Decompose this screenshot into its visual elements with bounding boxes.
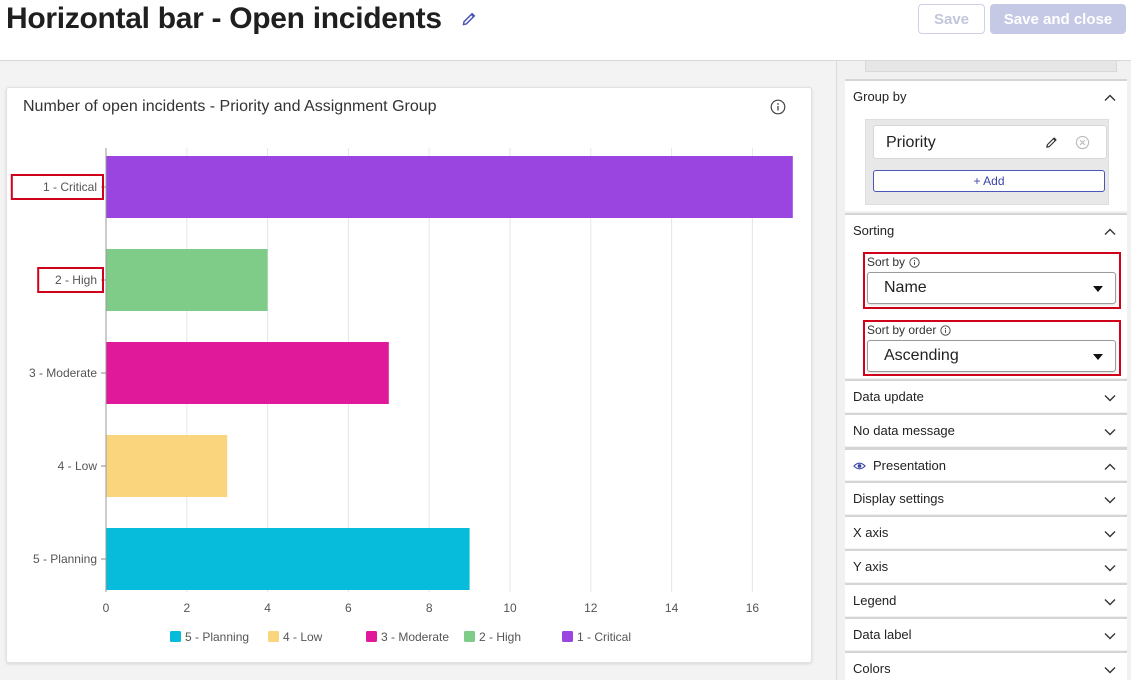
- sort-order-select[interactable]: Ascending: [867, 340, 1116, 372]
- info-icon[interactable]: [770, 99, 786, 115]
- sort-order-value: Ascending: [884, 347, 959, 364]
- legend-swatch: [562, 631, 573, 642]
- x-tick-label: 14: [665, 601, 679, 615]
- sort-order-label-text: Sort by order: [867, 323, 937, 337]
- section-label: Sorting: [853, 223, 895, 238]
- legend-label: 5 - Planning: [185, 630, 249, 644]
- group-chip: Priority: [873, 125, 1107, 159]
- section-label: Display settings: [853, 491, 945, 506]
- section-label: Data update: [853, 389, 924, 404]
- chevron-up-icon[interactable]: [1103, 225, 1117, 239]
- bar: [106, 249, 268, 311]
- section-label: Legend: [853, 593, 897, 608]
- sort-order-label: Sort by order: [867, 323, 952, 337]
- section-display-settings[interactable]: Display settings: [845, 481, 1127, 514]
- section-label: No data message: [853, 423, 955, 438]
- caret-down-icon: [1093, 286, 1103, 292]
- category-label: 4 - Low: [58, 459, 98, 473]
- chevron-down-icon[interactable]: [1103, 391, 1117, 405]
- chevron-down-icon[interactable]: [1103, 595, 1117, 609]
- sort-by-value: Name: [884, 279, 927, 296]
- chart-title: Number of open incidents - Priority and …: [23, 98, 437, 115]
- category-label: 3 - Moderate: [29, 366, 97, 380]
- legend-label: 3 - Moderate: [381, 630, 449, 644]
- pencil-icon[interactable]: [460, 10, 478, 28]
- add-group-button[interactable]: + Add: [873, 170, 1105, 192]
- remove-circle-icon[interactable]: [1075, 135, 1090, 150]
- legend-swatch: [366, 631, 377, 642]
- eye-icon: [853, 462, 866, 470]
- x-tick-label: 8: [426, 601, 433, 615]
- sorting-body: Sort by Name Sort by order Ascending: [845, 246, 1127, 378]
- caret-down-icon: [1093, 354, 1103, 360]
- section-sorting[interactable]: Sorting: [845, 213, 1127, 246]
- section-colors[interactable]: Colors: [845, 651, 1127, 680]
- section-group-by[interactable]: Group by: [845, 79, 1127, 112]
- info-icon[interactable]: [909, 256, 920, 268]
- chevron-down-icon[interactable]: [1103, 527, 1117, 541]
- highlight-frame: [10, 174, 104, 200]
- section-x-axis[interactable]: X axis: [845, 515, 1127, 548]
- section-label: Data label: [853, 627, 912, 642]
- x-tick-label: 4: [264, 601, 271, 615]
- group-by-box: Priority + Add: [865, 119, 1109, 205]
- pencil-icon[interactable]: [1044, 135, 1059, 150]
- page-header: Horizontal bar - Open incidents Save Sav…: [0, 0, 1131, 61]
- category-label: 5 - Planning: [33, 552, 97, 566]
- legend-swatch: [170, 631, 181, 642]
- save-button[interactable]: Save: [918, 4, 985, 34]
- chevron-up-icon[interactable]: [1103, 91, 1117, 105]
- chevron-down-icon[interactable]: [1103, 561, 1117, 575]
- section-no-data-message[interactable]: No data message: [845, 413, 1127, 446]
- x-tick-label: 12: [584, 601, 598, 615]
- bar: [106, 156, 793, 218]
- sort-by-select[interactable]: Name: [867, 272, 1116, 304]
- section-label: Group by: [853, 89, 907, 104]
- page-title: Horizontal bar - Open incidents: [6, 2, 442, 35]
- sort-order-highlight-frame: Sort by order Ascending: [863, 320, 1121, 376]
- bar-chart: 0 2 4 6 8 10 12 14 16 1 - Critical 2 - High 3 - Mod…: [10, 148, 793, 644]
- legend-swatch: [464, 631, 475, 642]
- legend-swatch: [268, 631, 279, 642]
- chevron-down-icon[interactable]: [1103, 425, 1117, 439]
- bar: [106, 342, 389, 404]
- x-tick-label: 16: [746, 601, 760, 615]
- legend-label: 2 - High: [479, 630, 521, 644]
- sort-by-label-text: Sort by: [867, 255, 906, 269]
- chevron-down-icon[interactable]: [1103, 493, 1117, 507]
- x-tick-label: 0: [103, 601, 110, 615]
- section-label: Y axis: [853, 559, 889, 574]
- chevron-down-icon[interactable]: [1103, 629, 1117, 643]
- section-data-label[interactable]: Data label: [845, 617, 1127, 650]
- sort-by-label: Sort by: [867, 255, 920, 269]
- category-label: 2 - High: [55, 273, 97, 287]
- x-tick-label: 2: [183, 601, 190, 615]
- section-presentation[interactable]: Presentation: [845, 447, 1127, 480]
- chevron-up-icon[interactable]: [1103, 460, 1117, 474]
- bar: [106, 528, 470, 590]
- legend-label: 4 - Low: [283, 630, 323, 644]
- chart-card: 0 2 4 6 8 10 12 14 16 1 - Critical 2 - High 3 - Mod…: [6, 87, 812, 663]
- sort-by-highlight-frame: Sort by Name: [863, 252, 1121, 309]
- chevron-down-icon[interactable]: [1103, 663, 1117, 677]
- highlight-frame: [37, 267, 105, 293]
- section-label: Presentation: [873, 458, 946, 473]
- panel-top-box: [865, 61, 1117, 72]
- group-chip-label: Priority: [886, 134, 936, 151]
- section-legend[interactable]: Legend: [845, 583, 1127, 616]
- category-label: 1 - Critical: [43, 180, 97, 194]
- x-tick-label: 10: [503, 601, 517, 615]
- group-by-body: Priority + Add: [845, 112, 1127, 211]
- canvas-area: 0 2 4 6 8 10 12 14 16 1 - Critical 2 - High 3 - Mod…: [0, 61, 836, 680]
- x-tick-label: 6: [345, 601, 352, 615]
- config-panel: Group by Priority + Add Sorting Sort: [836, 61, 1131, 680]
- section-data-update[interactable]: Data update: [845, 379, 1127, 412]
- section-label: Colors: [853, 661, 891, 676]
- info-icon[interactable]: [940, 324, 952, 336]
- bar: [106, 435, 228, 497]
- section-label: X axis: [853, 525, 889, 540]
- legend-label: 1 - Critical: [577, 630, 631, 644]
- section-y-axis[interactable]: Y axis: [845, 549, 1127, 582]
- save-and-close-button[interactable]: Save and close: [990, 4, 1126, 34]
